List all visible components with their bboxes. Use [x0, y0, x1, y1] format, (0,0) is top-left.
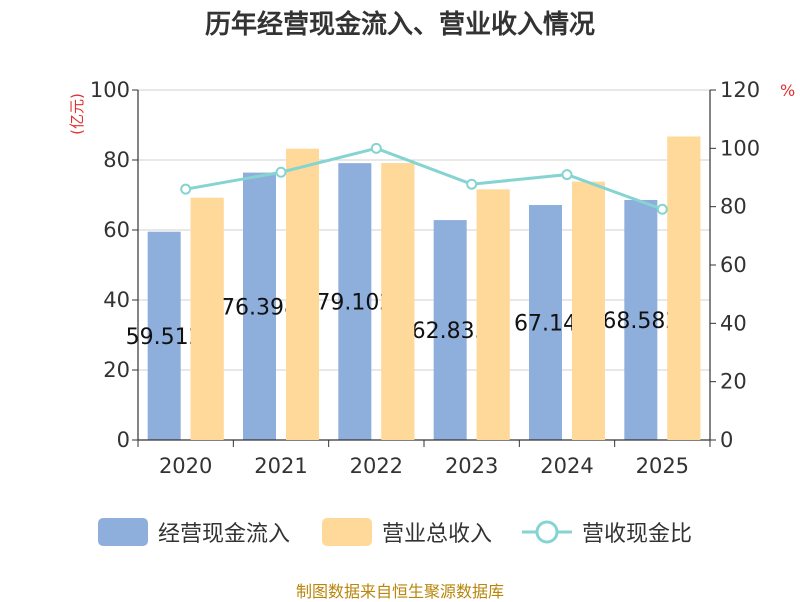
right-axis-unit: %: [780, 81, 795, 100]
grid-lines: [138, 89, 710, 371]
legend-label-revenue: 营业总收入: [382, 522, 493, 547]
ratio-point: [561, 169, 573, 181]
ratio-point: [370, 142, 382, 154]
legend-swatch-cash-inflow: [98, 518, 148, 546]
legend-swatch-revenue: [322, 518, 372, 546]
legend-label-cash-inflow: 经营现金流入: [158, 522, 291, 547]
x-tick-label: 2021: [254, 454, 307, 478]
bar-revenue-overlay: [667, 136, 701, 441]
bar-revenue-overlay: [572, 181, 605, 440]
right-tick-label: 40: [720, 311, 747, 335]
left-tick-label: 60: [103, 218, 130, 242]
source-note: 制图数据来自恒生聚源数据库: [295, 582, 504, 601]
x-tick-label: 2022: [350, 454, 403, 478]
bar-revenue-overlay: [190, 197, 224, 440]
x-tick-label: 2025: [636, 454, 689, 478]
right-tick-label: 60: [720, 253, 747, 277]
left-axis-unit: (亿元): [68, 93, 86, 135]
data-label-cash-inflow: 76.398: [221, 295, 298, 320]
ratio-point: [656, 203, 668, 215]
left-tick-label: 100: [90, 78, 130, 102]
data-label-cash-inflow: 62.835: [412, 319, 489, 344]
legend-item-cash-inflow[interactable]: 经营现金流入: [98, 516, 290, 548]
bar-cash-inflow: [433, 220, 467, 440]
right-tick-label: 20: [720, 370, 747, 394]
bar-revenue-overlay: [286, 148, 319, 441]
bar-cash-inflow: [529, 205, 562, 440]
right-tick-label: 80: [720, 195, 747, 219]
bar-revenue-overlay: [381, 163, 415, 440]
legend-item-revenue[interactable]: 营业总收入: [322, 516, 492, 548]
ratio-point: [275, 166, 287, 178]
data-label-cash-inflow: 68.582: [602, 309, 679, 334]
legend-item-ratio[interactable]: 营收现金比: [522, 516, 692, 548]
axes: 0 20 40 60 80 100 0 20 40 60 80 100 120 2020 2021 2022 2…: [90, 78, 760, 478]
bar-cash-inflow: [624, 199, 658, 440]
left-tick-label: 40: [103, 288, 130, 312]
ratio-line: [180, 142, 668, 215]
left-tick-label: 0: [117, 428, 130, 452]
left-tick-label: 80: [103, 148, 130, 172]
legend-swatch-ratio: [522, 520, 572, 544]
bar-cash-inflow: [243, 172, 276, 440]
bar-cash-inflow: [147, 231, 181, 440]
ratio-point: [466, 178, 478, 190]
right-tick-label: 0: [720, 428, 733, 452]
bar-cash-inflow: [338, 163, 372, 440]
bar-revenue-overlay: [476, 189, 510, 440]
right-tick-label: 100: [720, 136, 760, 160]
ratio-point: [180, 183, 192, 195]
chart-title: 历年经营现金流入、营业收入情况: [204, 10, 595, 40]
x-tick-label: 2023: [445, 454, 498, 478]
data-label-cash-inflow: 59.512: [126, 325, 203, 350]
data-label-cash-inflow: 79.102: [316, 291, 393, 316]
x-tick-label: 2024: [540, 454, 593, 478]
left-tick-label: 20: [103, 358, 130, 382]
data-label-cash-inflow: 67.14: [514, 312, 577, 337]
legend-label-ratio: 营收现金比: [582, 522, 693, 547]
right-tick-label: 120: [720, 78, 760, 102]
x-tick-label: 2020: [159, 454, 212, 478]
data-labels: 59.512 76.398 79.102 62.835 67.14 68.582: [126, 136, 701, 441]
ratio-line-path: [185, 146, 663, 211]
